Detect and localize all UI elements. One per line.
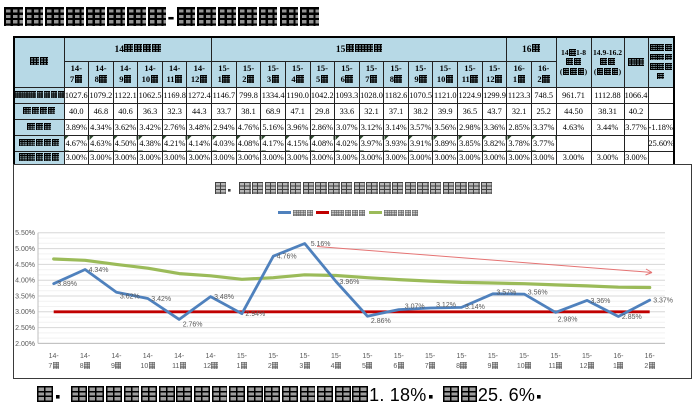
svg-text:3.96%: 3.96%	[340, 279, 360, 286]
svg-text:2.00%: 2.00%	[15, 341, 35, 348]
svg-text:3.12%: 3.12%	[436, 302, 456, 309]
svg-text:4.76%: 4.76%	[277, 254, 297, 261]
svg-text:5.50%: 5.50%	[15, 230, 35, 237]
svg-text:3.57%: 3.57%	[496, 289, 516, 296]
svg-text:2.50%: 2.50%	[15, 325, 35, 332]
svg-text:4.50%: 4.50%	[15, 262, 35, 269]
svg-text:2.86%: 2.86%	[371, 318, 391, 325]
svg-text:3.42%: 3.42%	[151, 296, 171, 303]
svg-text:4.00%: 4.00%	[15, 278, 35, 285]
svg-text:2.76%: 2.76%	[183, 321, 203, 328]
svg-text:2.98%: 2.98%	[558, 316, 578, 323]
svg-text:2.85%: 2.85%	[622, 314, 642, 321]
svg-text:3.36%: 3.36%	[591, 298, 611, 305]
svg-text:3.56%: 3.56%	[528, 290, 548, 297]
svg-text:2.94%: 2.94%	[245, 311, 265, 318]
svg-text:3.00%: 3.00%	[15, 309, 35, 316]
svg-text:5.00%: 5.00%	[15, 246, 35, 253]
svg-text:3.89%: 3.89%	[57, 281, 77, 288]
svg-text:3.50%: 3.50%	[15, 293, 35, 300]
svg-text:3.37%: 3.37%	[653, 298, 673, 305]
svg-text:3.62%: 3.62%	[120, 294, 140, 301]
svg-text:5.16%: 5.16%	[311, 241, 331, 248]
svg-text:4.34%: 4.34%	[89, 267, 109, 274]
svg-text:3.48%: 3.48%	[214, 294, 234, 301]
svg-text:3.14%: 3.14%	[465, 304, 485, 311]
svg-text:3.07%: 3.07%	[405, 304, 425, 311]
